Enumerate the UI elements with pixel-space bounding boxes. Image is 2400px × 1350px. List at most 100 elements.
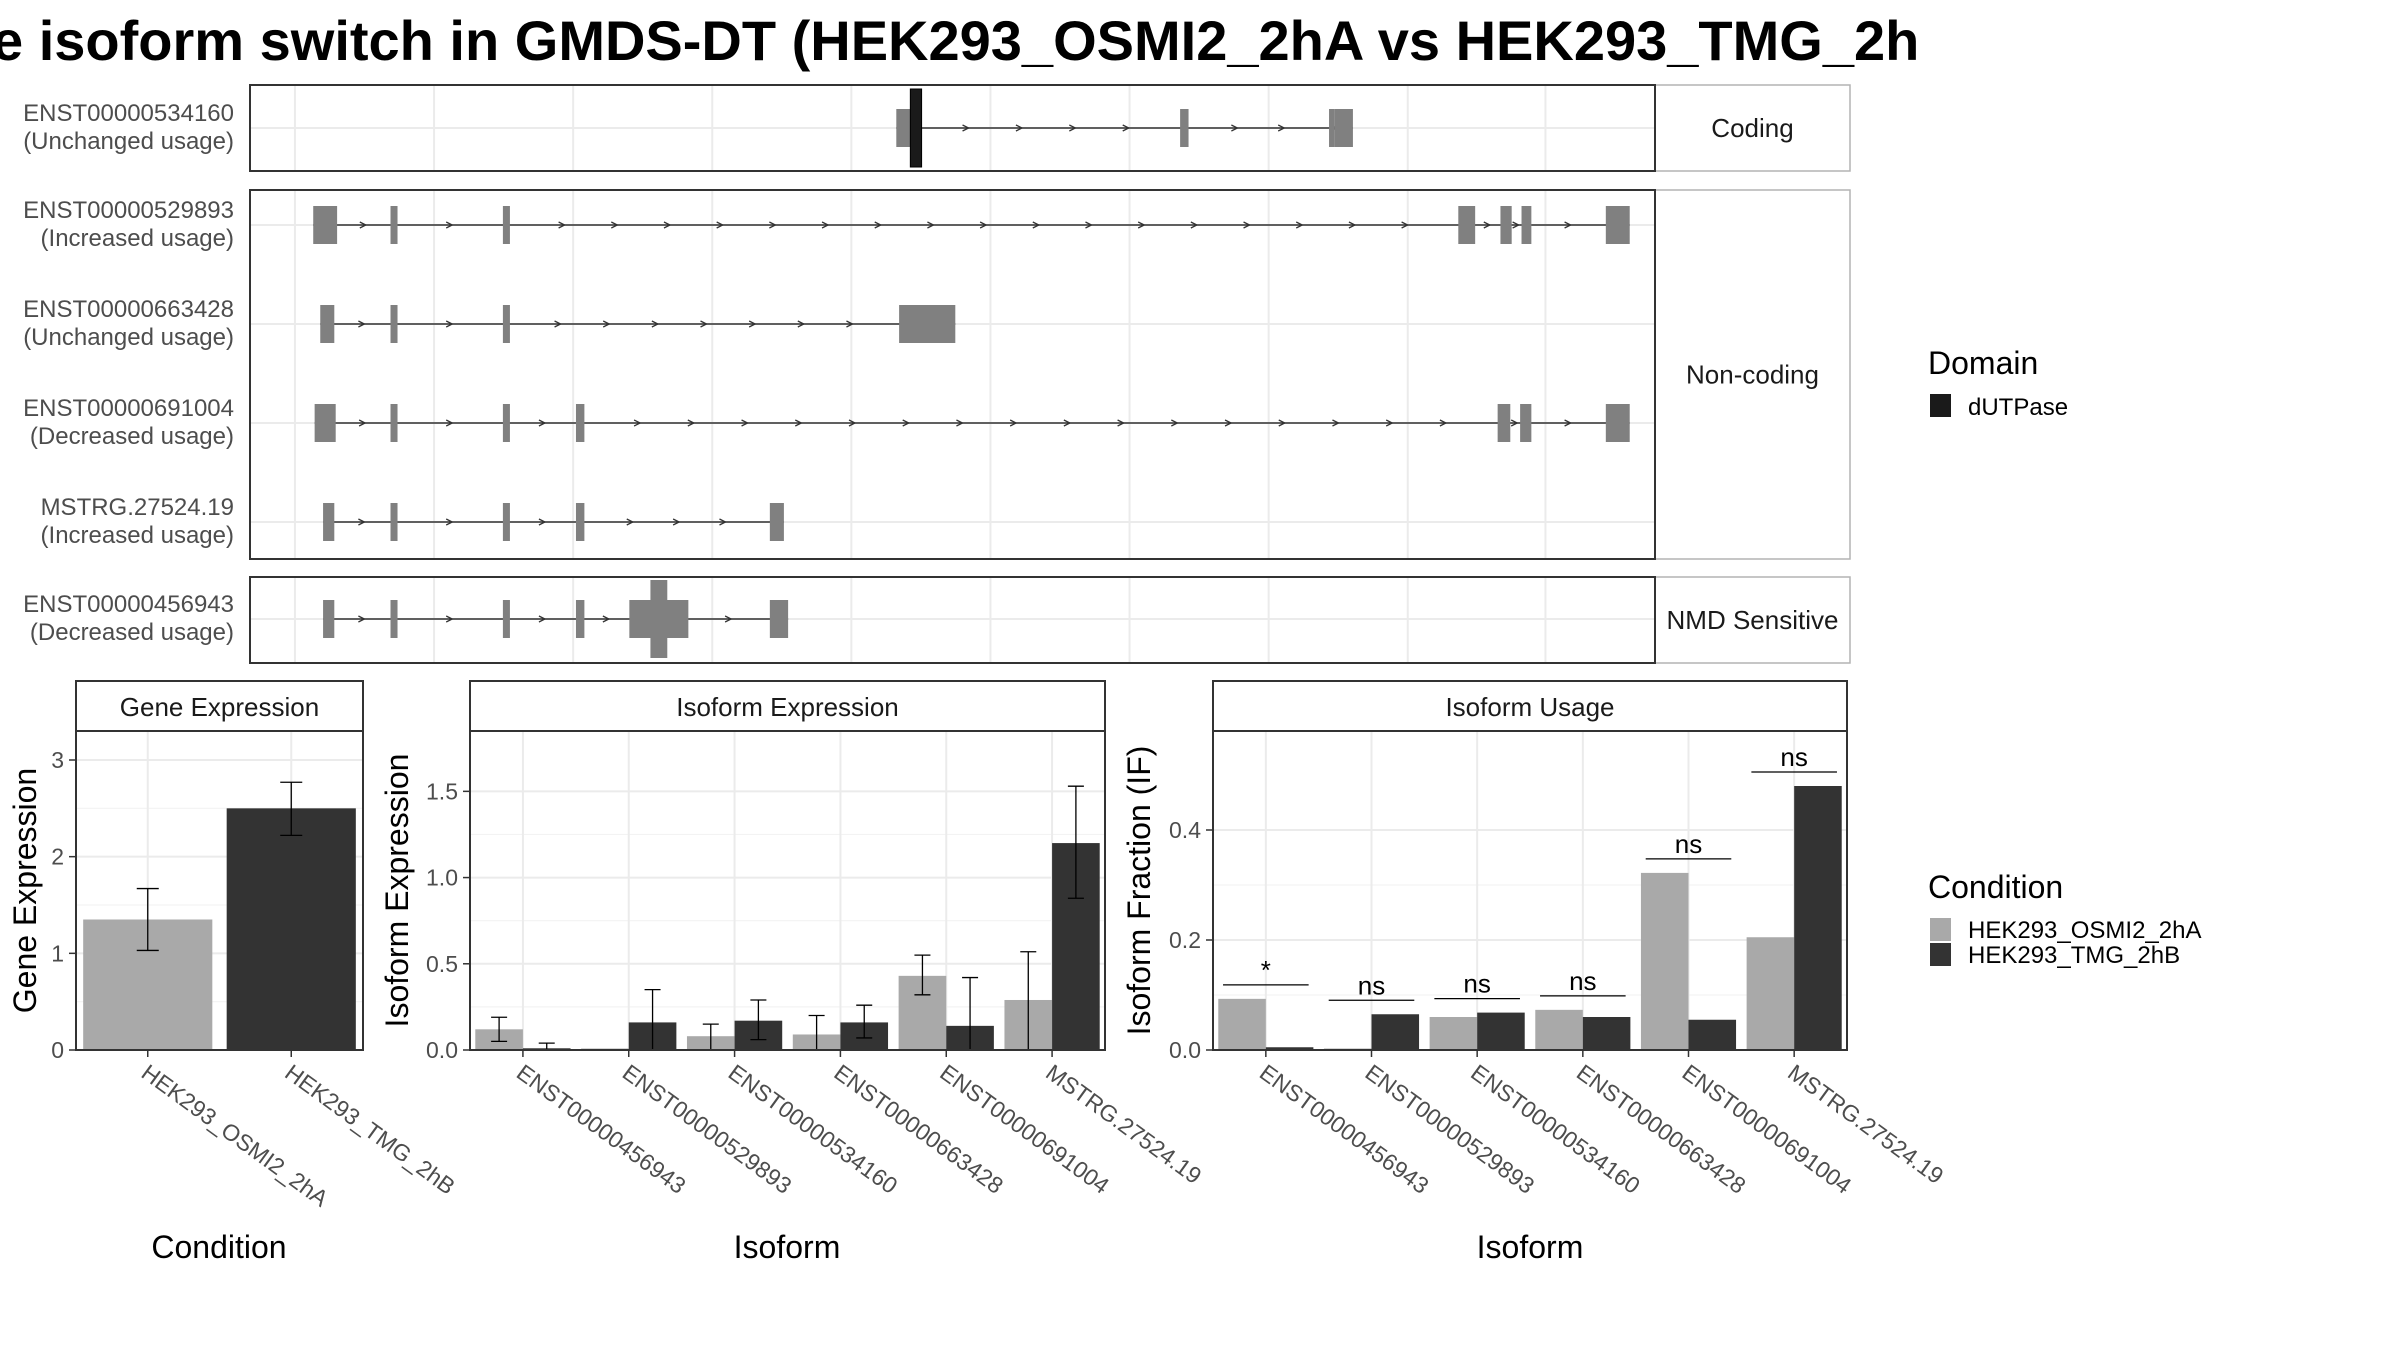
- x-tick-label: ENST00000663428: [1572, 1059, 1751, 1199]
- exon: [502, 503, 510, 541]
- bar: [1371, 1014, 1420, 1050]
- panel-strip: [75, 680, 364, 732]
- intron-arrow: [1063, 419, 1072, 427]
- bar: [1535, 1009, 1583, 1050]
- group-strip: [1654, 84, 1851, 172]
- intron-arrow: [538, 419, 547, 427]
- intron-arrow: [1069, 124, 1077, 132]
- exon: [502, 404, 510, 442]
- exon: [575, 600, 585, 638]
- intron-arrow: [1190, 221, 1199, 229]
- exon: [502, 206, 510, 244]
- exon: [313, 206, 338, 244]
- panel-title: Isoform Usage: [1445, 692, 1614, 722]
- exon: [896, 109, 914, 147]
- intron-arrow: [1137, 221, 1146, 229]
- exon: [390, 305, 398, 343]
- intron-arrow: [1564, 221, 1573, 229]
- bar-chart-panels: Gene Expression0123HEK293_OSMI2_2hAHEK29…: [7, 680, 1948, 1265]
- intron-arrow: [611, 221, 619, 229]
- y-axis-title: Gene Expression: [7, 768, 43, 1013]
- intron-arrow: [1512, 221, 1521, 229]
- exon: [1605, 206, 1630, 244]
- y-axis-title: Isoform Expression: [379, 754, 415, 1028]
- plot-area: [470, 731, 1105, 1050]
- intron-arrow: [716, 221, 725, 229]
- exon: [502, 305, 510, 343]
- intron-arrow: [724, 615, 733, 623]
- intron-arrow: [927, 221, 935, 229]
- significance-label: ns: [1675, 829, 1702, 859]
- transcript-panel-border: [249, 576, 1656, 664]
- bar: [1218, 998, 1266, 1050]
- intron-arrow: [1171, 419, 1179, 427]
- group-strip-label: Coding: [1711, 113, 1793, 143]
- intron-arrow: [602, 615, 611, 623]
- intron-arrow: [1278, 419, 1287, 427]
- transcript-panel-border: [249, 189, 1656, 560]
- transcript-usage-label: (Decreased usage): [30, 423, 234, 450]
- intron-arrow: [1510, 419, 1519, 427]
- bar: [1746, 937, 1795, 1050]
- intron-arrow: [846, 320, 854, 328]
- transcript-usage-label: (Increased usage): [41, 522, 234, 549]
- y-tick-label: 0: [51, 1037, 64, 1063]
- transcript-panel-border: [249, 84, 1656, 172]
- intron-arrow: [445, 419, 454, 427]
- x-tick-label: ENST00000529893: [618, 1059, 797, 1199]
- intron-arrow: [1348, 221, 1357, 229]
- significance-label: ns: [1463, 969, 1490, 999]
- x-tick-label: ENST00000534160: [724, 1059, 903, 1199]
- intron-arrow: [1117, 419, 1126, 427]
- intron-arrow: [719, 518, 727, 526]
- y-tick-label: 0.2: [1169, 927, 1201, 953]
- exon-cds: [650, 580, 668, 658]
- condition-legend-title: Condition: [1928, 869, 2063, 905]
- exon: [1180, 109, 1189, 147]
- x-axis-title: Condition: [151, 1229, 286, 1265]
- significance-label: *: [1261, 955, 1271, 985]
- exon: [502, 600, 510, 638]
- intron-arrow: [554, 320, 563, 328]
- bar: [1794, 786, 1842, 1050]
- intron-arrow: [651, 320, 660, 328]
- exon: [1497, 404, 1511, 442]
- intron-arrow: [1032, 221, 1041, 229]
- intron-arrow: [663, 221, 672, 229]
- group-strip: [1654, 189, 1851, 560]
- intron-arrow: [672, 518, 681, 526]
- exon: [390, 600, 398, 638]
- intron-arrow: [1439, 419, 1448, 427]
- significance-label: ns: [1780, 742, 1807, 772]
- legend-area: Domain dUTPase Condition HEK293_OSMI2_2hAHE…: [1928, 345, 2201, 969]
- intron-arrow: [956, 419, 964, 427]
- condition-legend-label: HEK293_OSMI2_2hA: [1968, 917, 2201, 944]
- significance-label: ns: [1569, 966, 1596, 996]
- exon: [769, 600, 789, 638]
- x-tick-label: ENST00000534160: [1466, 1059, 1645, 1199]
- plot-area: [1213, 731, 1847, 1050]
- transcript-id-label: ENST00000456943: [23, 591, 234, 618]
- exon: [1458, 206, 1476, 244]
- intron-arrow: [633, 419, 642, 427]
- intron-arrow: [445, 320, 454, 328]
- intron-arrow: [1295, 221, 1304, 229]
- intron-arrow: [748, 320, 757, 328]
- exon: [769, 503, 784, 541]
- domain-legend-title: Domain: [1928, 345, 2038, 381]
- intron-arrow: [1332, 419, 1340, 427]
- exon: [320, 305, 335, 343]
- transcript-usage-label: (Unchanged usage): [23, 128, 234, 155]
- condition-legend-label: HEK293_TMG_2hB: [1968, 942, 2180, 969]
- transcript-id-label: ENST00000529893: [23, 197, 234, 224]
- exon: [1334, 109, 1353, 147]
- intron-arrow: [874, 221, 883, 229]
- intron-arrow: [1231, 124, 1239, 132]
- y-tick-label: 1.5: [426, 778, 458, 804]
- significance-label: ns: [1358, 970, 1385, 1000]
- y-tick-label: 0.5: [426, 951, 458, 977]
- intron-arrow: [1277, 124, 1286, 132]
- intron-arrow: [626, 518, 635, 526]
- intron-arrow: [962, 124, 971, 132]
